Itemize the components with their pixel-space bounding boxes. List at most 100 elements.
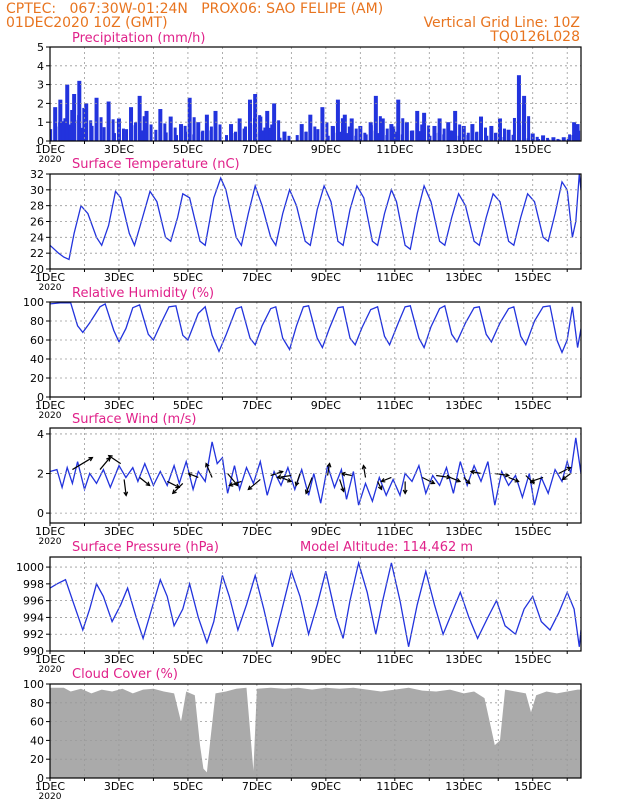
- panel-temp: Surface Temperature (nC) 20 22 24 26 28 30 32 1D…: [30, 157, 582, 293]
- precip-bar: [258, 116, 263, 141]
- header-date: 01DEC2020 10Z (GMT): [6, 15, 168, 31]
- x-tick-label: 13DEC: [445, 399, 482, 412]
- precip-bar: [404, 122, 409, 141]
- precip-bar: [243, 126, 247, 141]
- y-tick-label: 998: [23, 578, 44, 591]
- precip-bar: [233, 133, 237, 141]
- precip-bar: [129, 107, 134, 141]
- year-label: 2020: [39, 155, 62, 165]
- wind-vector: [123, 479, 127, 496]
- x-tick-label: 15DEC: [514, 399, 551, 412]
- x-tick-label: 15DEC: [514, 653, 551, 666]
- wind-arrowhead: [145, 481, 151, 487]
- precip-bar: [449, 130, 453, 141]
- y-tick-label: 2: [37, 468, 44, 481]
- precip-bar: [354, 128, 358, 141]
- wind-arrowhead: [361, 464, 367, 470]
- wind-vector: [108, 455, 122, 465]
- precip-bar: [61, 121, 65, 141]
- precip-bar: [364, 134, 368, 141]
- precip-bar: [547, 139, 551, 141]
- year-label: 2020: [39, 411, 62, 421]
- panel-rh: Relative Humidity (%) 0 20 40 60 80 100 1DEC 3DE…: [23, 286, 582, 421]
- x-tick-label: 1DEC: [35, 271, 65, 284]
- precip-bar: [411, 130, 415, 141]
- y-tick-label: 60: [30, 716, 44, 729]
- y-tick-label: 3: [37, 79, 44, 92]
- precip-bar: [420, 124, 424, 141]
- precip-bar: [175, 135, 179, 141]
- y-tick-label: 20: [30, 263, 44, 276]
- precip-bar: [516, 75, 521, 141]
- precip-bar: [179, 124, 184, 141]
- header-grid-note: Vertical Grid Line: 10Z: [423, 15, 580, 31]
- wind-vector: [377, 481, 383, 490]
- y-tick-label: 24: [30, 231, 44, 244]
- temp-data: [50, 174, 581, 261]
- x-tick-label: 11DEC: [376, 271, 413, 284]
- wind-arrowhead: [247, 485, 253, 491]
- wind-vector: [277, 474, 292, 479]
- precip-bar: [561, 137, 566, 141]
- precip-bar: [125, 129, 129, 141]
- x-tick-label: 1DEC: [35, 653, 65, 666]
- precip-bar: [249, 124, 253, 141]
- precip-bar: [94, 97, 99, 141]
- precip-bar: [335, 99, 340, 141]
- precip-bar: [389, 124, 394, 141]
- precip-bar: [261, 130, 265, 141]
- precip-bar: [526, 138, 530, 141]
- rh-title: Relative Humidity (%): [72, 286, 214, 301]
- x-tick-label: 9DEC: [311, 399, 341, 412]
- precip-bar: [299, 124, 304, 141]
- x-tick-label: 3DEC: [104, 780, 134, 793]
- precip-bar: [121, 128, 125, 141]
- precip-bar: [247, 99, 252, 141]
- precip-bar: [53, 107, 58, 141]
- wind-arrowhead: [294, 481, 300, 487]
- y-tick-label: 996: [23, 595, 44, 608]
- wind-arrowhead: [123, 491, 129, 497]
- wind-arrowhead: [304, 489, 310, 495]
- precip-bar: [427, 125, 431, 141]
- x-tick-label: 11DEC: [376, 399, 413, 412]
- precip-bar: [90, 125, 94, 141]
- cloud-frame: [49, 683, 582, 779]
- panel-press: Surface Pressure (hPa) Model Altitude: 11…: [16, 540, 582, 675]
- press-title: Surface Pressure (hPa): [72, 540, 219, 555]
- wind-vector: [280, 476, 292, 483]
- precip-bar: [340, 118, 344, 141]
- precip-bar: [394, 131, 398, 141]
- x-tick-label: 9DEC: [311, 271, 341, 284]
- precip-bar: [497, 118, 502, 141]
- precip-bar: [400, 134, 404, 141]
- y-tick-label: 4: [37, 428, 44, 441]
- y-tick-label: 0: [37, 391, 44, 404]
- precip-bar: [354, 135, 358, 141]
- wind-vector: [139, 477, 151, 486]
- y-tick-label: 80: [30, 697, 44, 710]
- precip-bar: [158, 109, 163, 141]
- wind-arrowhead: [88, 456, 94, 462]
- wind-arrowhead: [286, 478, 293, 483]
- year-label: 2020: [39, 792, 62, 800]
- precip-bar: [345, 133, 349, 141]
- precip-bar: [546, 137, 550, 141]
- y-tick-label: 994: [23, 611, 44, 624]
- temp-title: Surface Temperature (nC): [72, 157, 240, 172]
- press-line: [50, 560, 581, 647]
- precip-bar: [522, 95, 527, 141]
- wind-vector: [449, 476, 461, 483]
- year-label: 2020: [39, 283, 62, 293]
- wind-arrowhead: [340, 487, 345, 493]
- wind-arrowhead: [566, 466, 572, 472]
- y-tick-label: 60: [30, 334, 44, 347]
- precip-bar: [70, 109, 74, 141]
- precip-bar: [512, 117, 516, 141]
- precip-bar: [111, 119, 115, 141]
- precip-bar: [229, 124, 234, 141]
- x-tick-label: 9DEC: [311, 653, 341, 666]
- x-tick-label: 1DEC: [35, 143, 65, 156]
- precip-bar: [457, 135, 461, 141]
- precip-bar: [58, 99, 63, 141]
